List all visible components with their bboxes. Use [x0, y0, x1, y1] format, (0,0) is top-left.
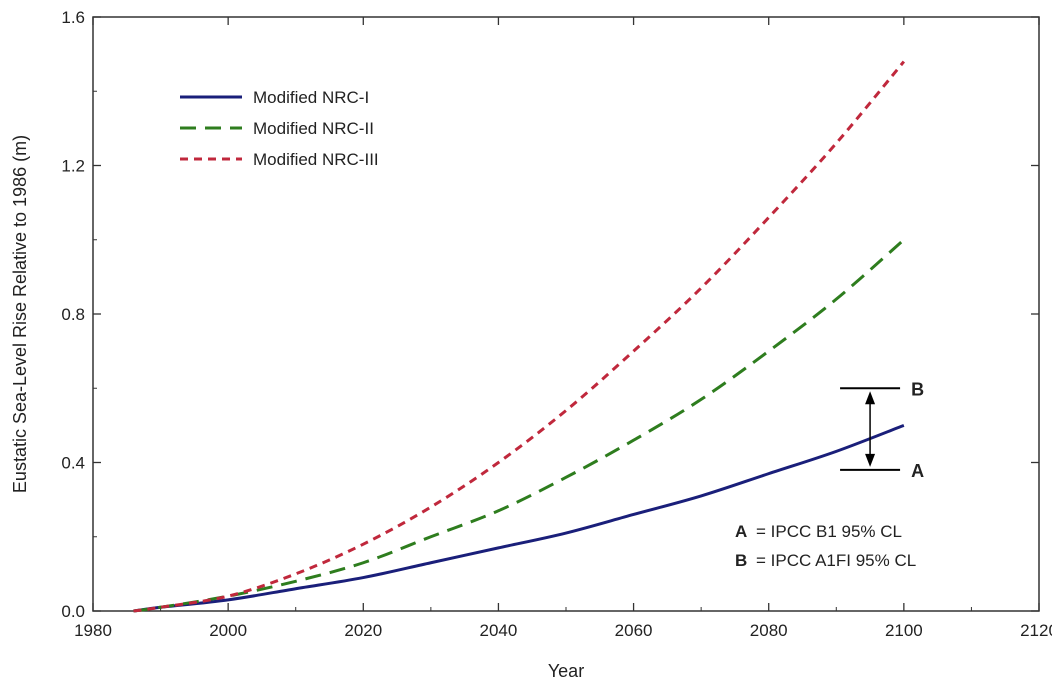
legend: Modified NRC-I Modified NRC-II Modified …	[180, 88, 379, 169]
note-b-text: = IPCC A1FI 95% CL	[756, 551, 916, 570]
legend-label-nrc-1: Modified NRC-I	[253, 88, 369, 107]
y-axis-title: Eustatic Sea-Level Rise Relative to 1986…	[10, 135, 30, 493]
note-b-key: B	[735, 551, 747, 570]
y-tick-label: 0.0	[61, 602, 85, 621]
x-tick-label: 2060	[615, 621, 653, 640]
y-axis: 0.0 0.4 0.8 1.2 1.6	[61, 8, 1039, 621]
series-line-2	[133, 238, 905, 613]
x-tick-label: 2040	[480, 621, 518, 640]
note-a: A = IPCC B1 95% CL	[735, 522, 902, 541]
annotations: B A A = IPCC B1 95% CL B = IPCC A1FI 95%…	[735, 379, 924, 570]
lower-bound-label: A	[911, 461, 924, 481]
series-line-3	[133, 60, 906, 613]
y-tick-label: 0.4	[61, 454, 85, 473]
x-axis-title: Year	[548, 661, 584, 681]
y-tick-label: 1.2	[61, 157, 85, 176]
x-tick-label: 2080	[750, 621, 788, 640]
note-b: B = IPCC A1FI 95% CL	[735, 551, 916, 570]
arrow-down-icon	[865, 453, 876, 467]
y-tick-label: 0.8	[61, 305, 85, 324]
note-a-key: A	[735, 522, 747, 541]
note-a-text: = IPCC B1 95% CL	[756, 522, 902, 541]
legend-label-nrc-3: Modified NRC-III	[253, 150, 379, 169]
x-tick-label: 1980	[74, 621, 112, 640]
x-tick-label: 2100	[885, 621, 923, 640]
x-tick-label: 2000	[209, 621, 247, 640]
upper-bound-label: B	[911, 379, 924, 399]
y-tick-label: 1.6	[61, 8, 85, 27]
arrow-up-icon	[865, 391, 876, 405]
x-tick-label: 2020	[344, 621, 382, 640]
legend-label-nrc-2: Modified NRC-II	[253, 119, 374, 138]
series-line-1	[133, 423, 905, 613]
series-lines	[133, 60, 906, 613]
